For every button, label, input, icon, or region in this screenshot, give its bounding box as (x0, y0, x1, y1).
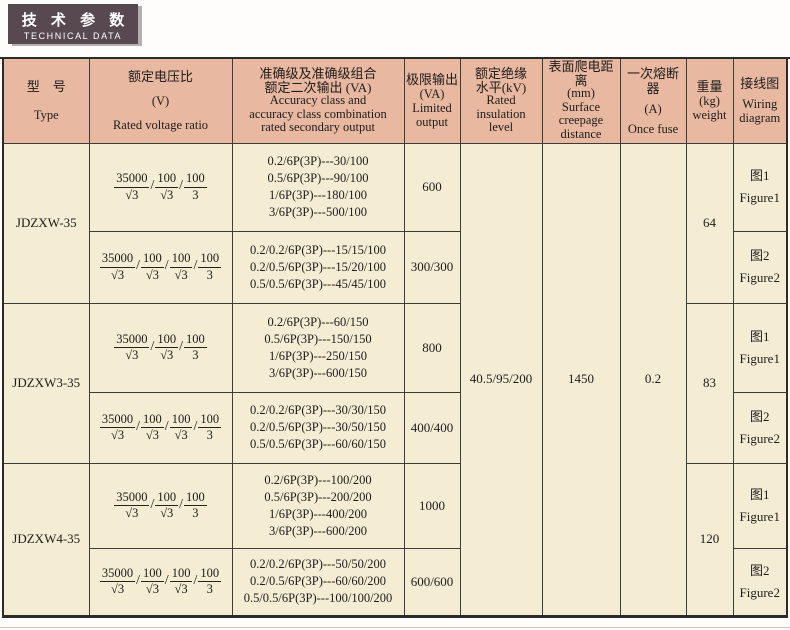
weight-cell: 64 (685, 142, 734, 304)
fraction: 100 3 (198, 565, 222, 596)
col-header-wiring-diagram: 接线图 Wiring diagram (732, 57, 788, 144)
rated-voltage-ratio-cell: 35000 √3/100 √3/100 √3/100 3 (88, 547, 233, 617)
col-header-weight: 重量 (kg) weight (685, 57, 734, 144)
type-cell: JDZXW3-35 (2, 302, 90, 464)
fraction: 100 √3 (141, 411, 164, 442)
accuracy-class-cell: 0.2/6P(3P)---60/150 0.5/6P(3P)---150/150… (231, 302, 405, 393)
fraction: 100 √3 (141, 251, 164, 282)
rated-voltage-ratio-cell: 35000 √3/100 √3/100 3 (88, 142, 233, 232)
accuracy-class-cell: 0.2/6P(3P)---100/200 0.5/6P(3P)---200/20… (231, 462, 405, 549)
col-header-rated-voltage-ratio: 额定电压比 (V) Rated voltage ratio (88, 57, 233, 144)
wiring-diagram-cell: 图1 Figure1 (732, 142, 788, 232)
bottom-divider (0, 627, 790, 628)
fraction: 100 3 (198, 411, 222, 442)
wiring-diagram-cell: 图1 Figure1 (732, 302, 788, 393)
fuse-current-cell: 0.2 (619, 142, 687, 617)
page-title-en: TECHNICAL DATA (23, 31, 123, 41)
technical-data-table: 型 号 Type 额定电压比 (V) Rated voltage ratio 准… (2, 57, 788, 618)
table-row: 35000 √3/100 √3/100 √3/100 3 0.2/0.2/6P(3P)-… (3, 391, 788, 464)
accuracy-class-cell: 0.2/6P(3P)---30/100 0.5/6P(3P)---90/100 … (231, 142, 405, 232)
rated-voltage-ratio-cell: 35000 √3/100 √3/100 3 (88, 302, 233, 393)
insulation-level-cell: 40.5/95/200 (459, 142, 543, 617)
weight-cell: 120 (685, 462, 734, 617)
col-header-limited-output: 极限输出 (VA) Limited output (403, 57, 461, 144)
fraction: 100 √3 (155, 331, 179, 362)
fraction: 100 √3 (155, 489, 179, 520)
type-cell: JDZXW4-35 (2, 462, 90, 617)
fraction: 100 √3 (155, 171, 179, 202)
fraction: 35000 √3 (114, 171, 150, 202)
creepage-distance-cell: 1450 (541, 142, 621, 617)
table-row: JDZXW4-35 35000 √3/100 √3/100 3 0.2/6P(3P)-… (2, 462, 788, 617)
weight-cell: 83 (685, 302, 734, 464)
fraction: 100 3 (198, 251, 222, 282)
fraction: 35000 √3 (114, 331, 150, 362)
wiring-diagram-cell: 图2 Figure2 (732, 230, 788, 304)
type-cell: JDZXW-35 (2, 142, 90, 304)
page-title-cn: 技 术 参 数 (21, 12, 130, 29)
fraction: 100 3 (184, 171, 207, 202)
fraction: 35000 √3 (99, 251, 136, 282)
col-header-insulation-level: 额定绝缘 水平(kV) Rated insulation level (459, 57, 543, 144)
fraction: 35000 √3 (99, 411, 136, 442)
limited-output-cell: 600 (403, 142, 461, 232)
fraction: 35000 √3 (114, 489, 150, 520)
limited-output-cell: 600/600 (403, 547, 461, 617)
table-row: 35000 √3/100 √3/100 √3/100 3 0.2/0.2/6P(3P)-… (3, 230, 788, 304)
accuracy-class-cell: 0.2/0.2/6P(3P)---15/15/100 0.2/0.5/6P(3P… (231, 230, 405, 304)
rated-voltage-ratio-cell: 35000 √3/100 √3/100 √3/100 3 (88, 230, 233, 304)
col-header-accuracy-class: 准确级及准确级组合 额定二次输出 (VA) Accuracy class and… (231, 57, 405, 144)
limited-output-cell: 800 (403, 302, 461, 393)
page-title-block: 技 术 参 数 TECHNICAL DATA (8, 4, 138, 44)
table-row: 35000 √3/100 √3/100 √3/100 3 0.2/0.2/6P(3P)-… (3, 547, 788, 617)
wiring-diagram-cell: 图2 Figure2 (732, 547, 788, 617)
fraction: 100 √3 (169, 411, 193, 442)
wiring-diagram-cell: 图1 Figure1 (732, 462, 788, 549)
fraction: 100 3 (184, 331, 207, 362)
wiring-diagram-cell: 图2 Figure2 (732, 391, 788, 464)
limited-output-cell: 400/400 (403, 391, 461, 464)
fraction: 100 √3 (169, 251, 193, 282)
rated-voltage-ratio-cell: 35000 √3/100 √3/100 √3/100 3 (88, 391, 233, 464)
fraction: 100 √3 (169, 565, 193, 596)
col-header-creepage-distance: 表面爬电距离 (mm) Surface creepage distance (541, 57, 621, 144)
table-row: JDZXW-35 35000 √3/100 √3/100 3 0.2/6P(3P)--… (2, 142, 788, 617)
col-header-type: 型 号 Type (2, 57, 90, 144)
accuracy-class-cell: 0.2/0.2/6P(3P)---30/30/150 0.2/0.5/6P(3P… (231, 391, 405, 464)
limited-output-cell: 1000 (403, 462, 461, 549)
fraction: 35000 √3 (99, 565, 136, 596)
fraction: 100 √3 (141, 565, 164, 596)
fraction: 100 3 (184, 489, 207, 520)
accuracy-class-cell: 0.2/0.2/6P(3P)---50/50/200 0.2/0.5/6P(3P… (231, 547, 405, 617)
limited-output-cell: 300/300 (403, 230, 461, 304)
rated-voltage-ratio-cell: 35000 √3/100 √3/100 3 (88, 462, 233, 549)
col-header-once-fuse: 一次熔断器 (A) Once fuse (619, 57, 687, 144)
